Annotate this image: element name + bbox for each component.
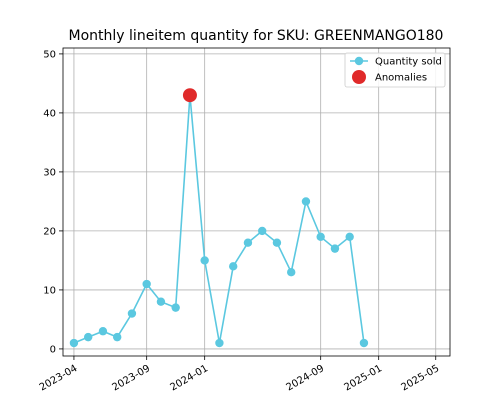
- quantity-point: [127, 309, 137, 318]
- quantity-point: [215, 338, 224, 348]
- x-tick-label: 2025-01: [342, 363, 384, 393]
- plot-frame: [62, 47, 451, 357]
- x-tick-label: 2023-09: [110, 363, 152, 393]
- quantity-point: [330, 244, 340, 253]
- anomaly-point: [182, 88, 197, 103]
- quantity-point: [301, 197, 311, 206]
- y-tick-label: 0: [50, 344, 56, 355]
- quantity-point: [345, 232, 354, 242]
- y-tick-label: 40: [43, 108, 56, 119]
- y-tick-label: 30: [43, 167, 56, 178]
- quantity-point: [316, 232, 325, 242]
- x-tick-label: 2025-05: [400, 363, 442, 393]
- y-tick-label: 50: [43, 49, 56, 60]
- quantity-point: [359, 338, 369, 348]
- quantity-point: [83, 332, 93, 342]
- quantity-point: [112, 332, 122, 342]
- y-tick-label: 10: [43, 285, 56, 296]
- axes: 0 10 20 30 40 50 2023-04 2023-09 2024-01 2024-09 2…: [38, 47, 451, 393]
- legend-label-quantity: Quantity sold: [375, 57, 442, 68]
- legend-label-anomalies: Anomalies: [375, 73, 427, 84]
- quantity-point: [258, 226, 267, 236]
- plot-area: [69, 88, 369, 348]
- quantity-point: [98, 327, 108, 336]
- quantity-point: [272, 238, 282, 247]
- x-tick-label: 2023-04: [38, 363, 80, 393]
- x-tick-label: 2024-09: [284, 363, 326, 393]
- quantity-point: [229, 262, 238, 271]
- quantity-point: [287, 268, 296, 277]
- y-tick-label: 20: [43, 226, 56, 237]
- legend: Quantity sold Anomalies: [344, 52, 446, 88]
- quantity-point: [69, 338, 79, 348]
- x-tick-label: 2024-01: [168, 363, 210, 393]
- legend-marker-quantity: [354, 56, 364, 66]
- legend-box: [344, 52, 446, 88]
- grid: [63, 48, 450, 356]
- quantity-point: [200, 256, 209, 265]
- legend-marker-anomaly: [352, 70, 366, 84]
- chart-title: Monthly lineitem quantity for SKU: GREEN…: [69, 28, 444, 44]
- quantity-point: [142, 279, 151, 289]
- quantity-point: [156, 297, 166, 306]
- quantity-point: [243, 238, 253, 247]
- quantity-point: [171, 303, 180, 312]
